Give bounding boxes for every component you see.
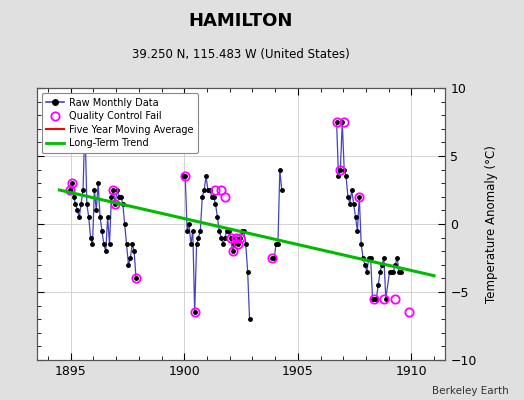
Text: HAMILTON: HAMILTON xyxy=(189,12,293,30)
Y-axis label: Temperature Anomaly (°C): Temperature Anomaly (°C) xyxy=(485,145,498,303)
Text: 39.250 N, 115.483 W (United States): 39.250 N, 115.483 W (United States) xyxy=(132,48,350,61)
Text: Berkeley Earth: Berkeley Earth xyxy=(432,386,508,396)
Legend: Raw Monthly Data, Quality Control Fail, Five Year Moving Average, Long-Term Tren: Raw Monthly Data, Quality Control Fail, … xyxy=(41,93,198,153)
